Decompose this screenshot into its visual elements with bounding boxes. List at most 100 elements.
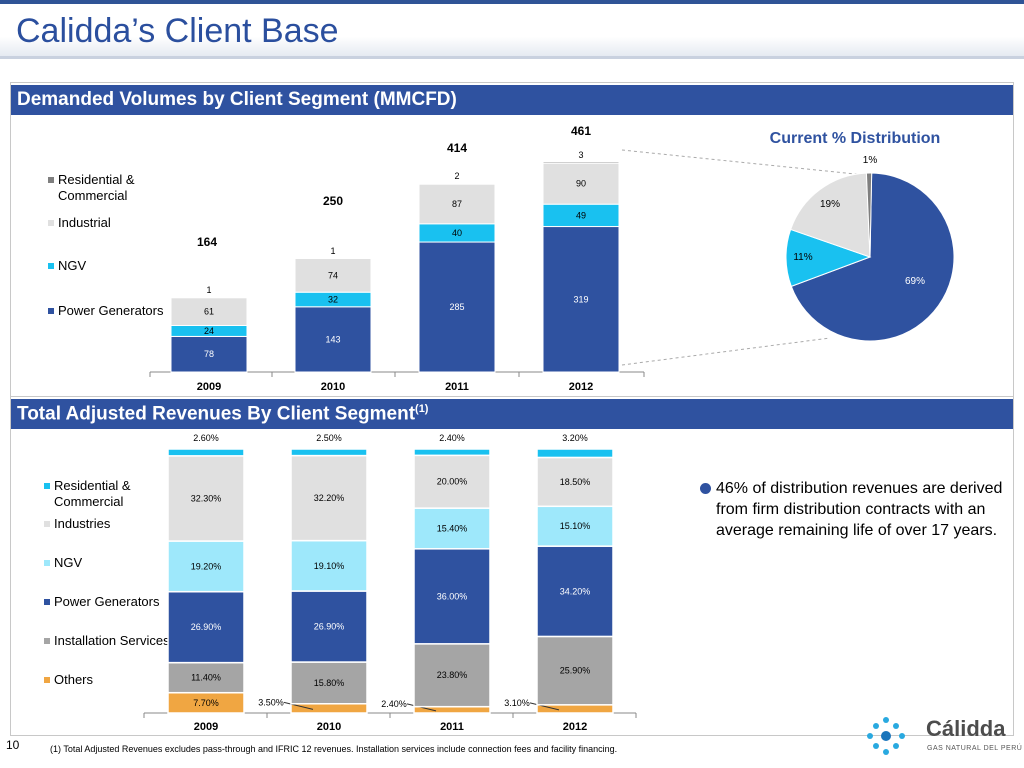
legend-label: Others: [54, 672, 94, 687]
legend-swatch: [48, 308, 54, 314]
volume-data-label: 87: [452, 199, 462, 209]
revenue-data-label: 2.40%: [439, 433, 465, 443]
revenue-data-label: 32.20%: [314, 493, 345, 503]
calidda-logo-mark: [867, 717, 905, 755]
legend-item-installation: Installation Services: [44, 633, 174, 649]
x-tick-label: 2011: [445, 381, 469, 393]
revenue-bar-segment: [290, 454, 368, 542]
volume-data-label: 90: [576, 179, 586, 189]
revenues-section-header: Total Adjusted Revenues By Client Segmen…: [11, 399, 1013, 429]
revenue-bar-segment: [413, 548, 491, 645]
page-number: 10: [6, 738, 20, 752]
revenue-bar-segment: [290, 539, 368, 592]
revenue-data-label: 2.60%: [193, 433, 219, 443]
legend-swatch: [44, 521, 50, 527]
revenue-bar-segment: [536, 448, 614, 459]
pie-slice: [865, 172, 873, 258]
legend-swatch: [48, 177, 54, 183]
volumes-section-header: Demanded Volumes by Client Segment (MMCF…: [11, 85, 1013, 115]
volume-total-label: 250: [323, 194, 343, 208]
x-tick-label: 2011: [440, 721, 464, 733]
volume-data-label: 1: [206, 285, 211, 295]
revenue-data-label: 18.50%: [560, 477, 591, 487]
volume-total-label: 461: [571, 124, 591, 138]
volumes-section-title: Demanded Volumes by Client Segment (MMCF…: [17, 89, 457, 110]
volume-data-label: 143: [325, 334, 340, 344]
x-tick-label: 2009: [194, 721, 218, 733]
bullet-text: 46% of distribution revenues are derived…: [716, 480, 1003, 539]
bullet-dot: [700, 483, 711, 494]
legend-label: Industries: [54, 516, 111, 531]
revenue-data-label: 15.40%: [437, 523, 468, 533]
revenue-bar-segment: [536, 635, 614, 706]
volume-bar-segment: [170, 297, 248, 326]
revenue-bar-segment: [536, 545, 614, 638]
legend-swatch: [44, 560, 50, 566]
legend-item-industrial: Industrial: [48, 215, 178, 231]
legend-swatch: [44, 483, 50, 489]
legend-swatch: [48, 220, 54, 226]
legend-label: Industrial: [58, 215, 111, 230]
volume-bar-segment: [294, 306, 372, 373]
revenue-bar-segment: [413, 448, 491, 457]
revenue-label-leader: [283, 701, 314, 710]
pie-slice-label: 11%: [793, 252, 812, 263]
volume-data-label: 1: [330, 246, 335, 256]
volume-data-label: 32: [328, 294, 338, 304]
flame-logo-icon: [867, 717, 905, 755]
legend-label: NGV: [54, 555, 83, 570]
legend-item-power: Power Generators: [44, 594, 174, 610]
revenue-bar-segment: [290, 661, 368, 705]
revenue-data-label: 3.20%: [562, 433, 588, 443]
legend-swatch: [44, 599, 50, 605]
volume-data-label: 74: [328, 270, 338, 280]
volume-data-label: 40: [452, 228, 462, 238]
volumes-chart: 78 24 61 1 2009 143 32 74 1 2010 285 40 87 2 2011 319 49…: [149, 124, 955, 393]
title-bar: Calidda’s Client Base: [0, 0, 1024, 58]
legend-item-ngv: NGV: [48, 258, 178, 274]
x-tick-label: 2010: [321, 381, 345, 393]
legend-item-ngv: NGV: [44, 555, 174, 571]
revenue-data-label: 2.50%: [316, 433, 342, 443]
logo-name: Cálidda: [926, 716, 1006, 741]
legend-label: Residential & Commercial: [54, 478, 131, 509]
x-tick-label: 2012: [569, 381, 593, 393]
x-tick-label: 2009: [197, 381, 221, 393]
legend-item-power: Power Generators: [48, 303, 178, 319]
pie-slice: [790, 172, 871, 258]
revenue-bar-segment: [536, 704, 614, 714]
revenue-bar-segment: [536, 505, 614, 547]
revenue-bar-segment: [290, 703, 368, 714]
legend-swatch: [44, 638, 50, 644]
revenue-bar-segment: [290, 590, 368, 663]
revenue-data-label: 2.40%: [381, 699, 407, 709]
legend-label: Power Generators: [58, 303, 164, 318]
revenue-data-label: 20.00%: [437, 477, 468, 487]
legend-item-others: Others: [44, 672, 174, 688]
revenue-data-label: 19.20%: [191, 561, 222, 571]
volume-data-label: 319: [573, 294, 588, 304]
revenue-data-label: 11.40%: [191, 673, 221, 683]
page-title: Calidda’s Client Base: [16, 12, 339, 50]
volume-data-label: 24: [204, 326, 214, 336]
volume-total-label: 414: [447, 141, 467, 155]
legend-label: Residential & Commercial: [58, 172, 135, 203]
pie-slice-label: 69%: [905, 276, 925, 287]
pie-connector-line: [621, 149, 866, 176]
legend-item-residential: Residential & Commercial: [48, 172, 178, 204]
legend-label: Power Generators: [54, 594, 160, 609]
revenue-bar-segment: [167, 455, 245, 542]
volume-data-label: 49: [576, 210, 586, 220]
volume-bar-segment: [542, 226, 620, 373]
revenue-data-label: 25.90%: [560, 666, 591, 676]
revenue-data-label: 32.30%: [191, 493, 222, 503]
revenue-bar-segment: [167, 661, 245, 694]
revenue-data-label: 34.20%: [560, 586, 591, 596]
volume-bar-segment: [542, 162, 620, 205]
volume-bar-segment: [294, 257, 372, 293]
revenue-data-label: 3.50%: [258, 697, 284, 707]
pie-slice-label: 19%: [820, 199, 840, 210]
revenue-data-label: 3.10%: [504, 698, 530, 708]
volume-data-label: 61: [204, 307, 214, 317]
